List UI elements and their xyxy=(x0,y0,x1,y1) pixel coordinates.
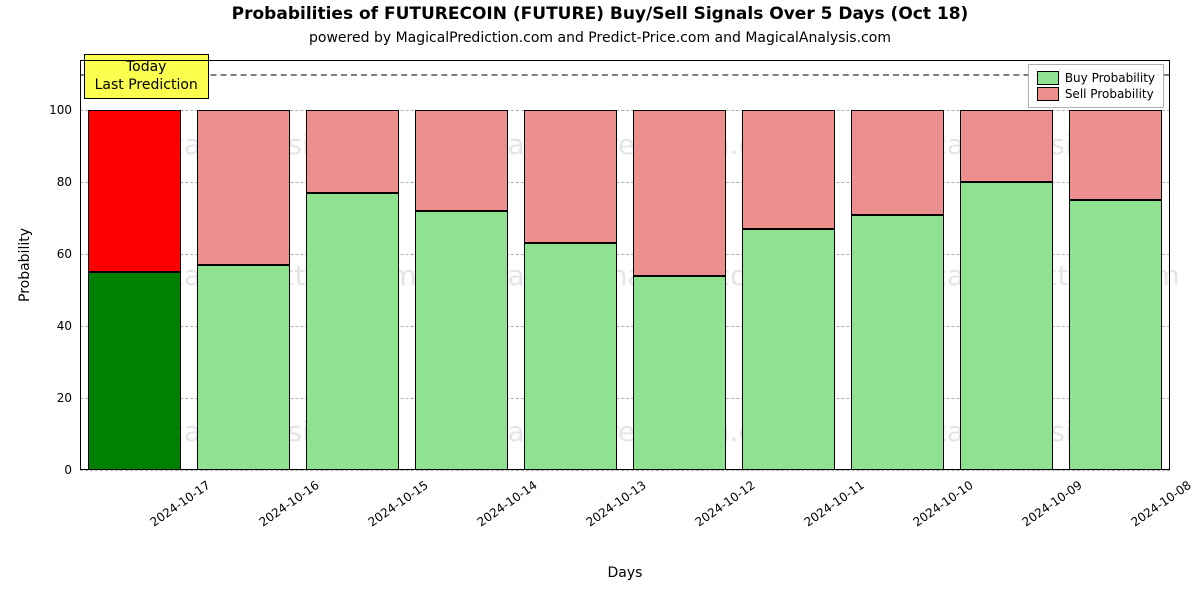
bar-buy xyxy=(197,265,291,470)
plot-area: 020406080100MagicalAnalysis.comMagicalPr… xyxy=(80,60,1170,470)
x-axis-label: Days xyxy=(608,565,643,581)
bar-group xyxy=(742,60,836,470)
today-callout-line2: Last Prediction xyxy=(95,77,198,95)
x-tick-label: 2024-10-08 xyxy=(1128,478,1193,529)
bar-group xyxy=(960,60,1054,470)
bar-sell xyxy=(851,110,945,214)
bar-sell xyxy=(197,110,291,265)
chart-container: Probabilities of FUTURECOIN (FUTURE) Buy… xyxy=(0,0,1200,600)
x-tick-label: 2024-10-13 xyxy=(583,478,648,529)
bar-buy xyxy=(960,182,1054,470)
y-tick-label: 80 xyxy=(57,175,72,189)
bar-group xyxy=(851,60,945,470)
bar-buy xyxy=(1069,200,1163,470)
legend-label: Sell Probability xyxy=(1065,87,1154,101)
bar-group xyxy=(524,60,618,470)
y-tick-label: 20 xyxy=(57,391,72,405)
bar-buy xyxy=(633,276,727,470)
bar-sell xyxy=(960,110,1054,182)
bar-group xyxy=(415,60,509,470)
bar-buy xyxy=(524,243,618,470)
x-tick-label: 2024-10-15 xyxy=(365,478,430,529)
x-tick-label: 2024-10-14 xyxy=(474,478,539,529)
bar-sell xyxy=(742,110,836,229)
x-tick-label: 2024-10-10 xyxy=(910,478,975,529)
y-tick-label: 0 xyxy=(64,463,72,477)
y-tick-label: 60 xyxy=(57,247,72,261)
bar-group xyxy=(1069,60,1163,470)
bar-group xyxy=(88,60,182,470)
chart-subtitle: powered by MagicalPrediction.com and Pre… xyxy=(0,30,1200,46)
x-tick-label: 2024-10-12 xyxy=(692,478,757,529)
bar-buy xyxy=(306,193,400,470)
bar-sell xyxy=(524,110,618,243)
legend-swatch xyxy=(1037,71,1059,85)
bar-sell xyxy=(306,110,400,193)
x-tick-label: 2024-10-09 xyxy=(1019,478,1084,529)
y-tick-label: 100 xyxy=(49,103,72,117)
bar-sell xyxy=(88,110,182,272)
bar-buy xyxy=(851,215,945,470)
bar-sell xyxy=(1069,110,1163,200)
bar-group xyxy=(306,60,400,470)
legend-swatch xyxy=(1037,87,1059,101)
y-axis-label: Probability xyxy=(17,228,33,302)
bar-buy xyxy=(742,229,836,470)
legend-item: Buy Probability xyxy=(1037,71,1155,85)
bar-buy xyxy=(88,272,182,470)
chart-title: Probabilities of FUTURECOIN (FUTURE) Buy… xyxy=(0,4,1200,24)
today-callout-line1: Today xyxy=(95,59,198,77)
grid-line xyxy=(80,470,1170,471)
bar-buy xyxy=(415,211,509,470)
legend: Buy Probability Sell Probability xyxy=(1028,64,1164,108)
bar-group xyxy=(633,60,727,470)
bar-sell xyxy=(633,110,727,275)
today-callout: TodayLast Prediction xyxy=(84,54,209,99)
x-tick-label: 2024-10-17 xyxy=(147,478,212,529)
bar-group xyxy=(197,60,291,470)
x-tick-label: 2024-10-16 xyxy=(256,478,321,529)
bar-sell xyxy=(415,110,509,211)
x-tick-label: 2024-10-11 xyxy=(801,478,866,529)
legend-item: Sell Probability xyxy=(1037,87,1155,101)
y-tick-label: 40 xyxy=(57,319,72,333)
legend-label: Buy Probability xyxy=(1065,71,1155,85)
